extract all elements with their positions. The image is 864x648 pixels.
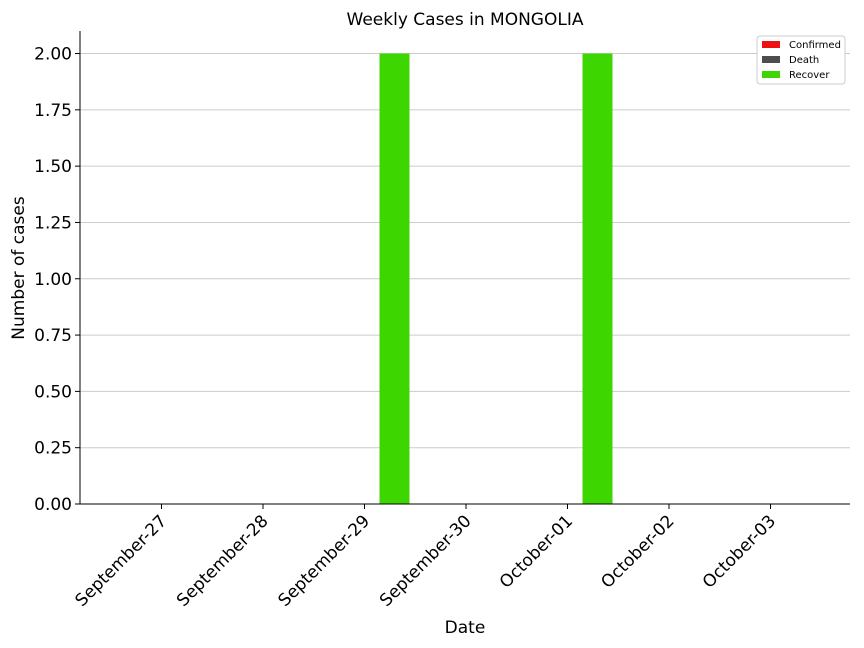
y-tick-label: 0.25 bbox=[34, 439, 72, 459]
legend-label-recover: Recover bbox=[789, 70, 830, 81]
y-tick-label: 1.75 bbox=[34, 101, 72, 121]
y-tick-label: 1.00 bbox=[34, 270, 72, 290]
y-tick-label: 0.50 bbox=[34, 382, 72, 402]
x-tick-label: September-27 bbox=[72, 511, 171, 610]
bars bbox=[379, 53, 613, 505]
legend-label-death: Death bbox=[789, 55, 819, 66]
x-axis-label: Date bbox=[445, 618, 486, 638]
y-tick-label: 0.00 bbox=[34, 495, 72, 515]
y-tick-label: 1.50 bbox=[34, 157, 72, 177]
x-ticks: September-27 September-28 September-29 Sept… bbox=[72, 504, 780, 611]
axes bbox=[79, 31, 850, 505]
legend-swatch-confirmed bbox=[762, 41, 780, 48]
y-axis-label: Number of cases bbox=[9, 196, 29, 340]
legend: Confirmed Death Recover bbox=[756, 35, 846, 85]
bar-recover bbox=[379, 53, 410, 505]
legend-swatch-death bbox=[762, 56, 780, 63]
legend-swatch-recover bbox=[762, 71, 780, 78]
x-tick-label: October-01 bbox=[496, 511, 577, 592]
legend-label-confirmed: Confirmed bbox=[789, 40, 841, 51]
x-tick-label: September-30 bbox=[376, 511, 475, 610]
y-tick-label: 2.00 bbox=[34, 45, 72, 65]
chart-title: Weekly Cases in MONGOLIA bbox=[347, 10, 584, 30]
x-tick-label: October-02 bbox=[597, 511, 678, 592]
x-tick-label: September-29 bbox=[275, 511, 374, 610]
grid-lines bbox=[80, 53, 850, 505]
y-tick-label: 1.25 bbox=[34, 213, 72, 233]
y-ticks: 0.00 0.25 0.50 0.75 1.00 1.25 1.50 1.75 2.00 bbox=[34, 45, 80, 515]
x-tick-label: October-03 bbox=[699, 511, 780, 592]
bar-recover bbox=[582, 53, 613, 505]
y-tick-label: 0.75 bbox=[34, 326, 72, 346]
x-tick-label: September-28 bbox=[173, 511, 272, 610]
